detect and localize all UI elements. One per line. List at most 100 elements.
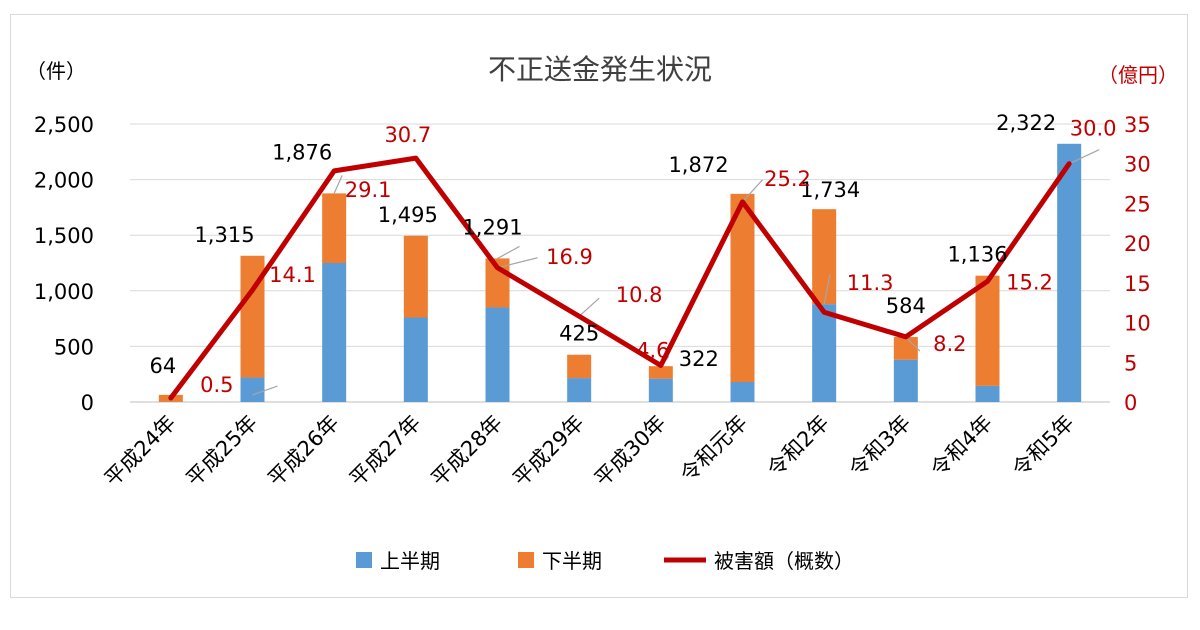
damage-point xyxy=(658,363,663,368)
damage-point xyxy=(250,288,255,293)
bar-second-half xyxy=(730,193,755,382)
right-axis-tick: 20 xyxy=(1124,232,1151,256)
bar-total-label: 425 xyxy=(559,322,599,346)
right-axis-tick: 30 xyxy=(1124,153,1151,177)
bar-second-half xyxy=(322,193,347,263)
category-label: 令和3年 xyxy=(844,411,915,482)
bar-total-label: 1,495 xyxy=(378,203,438,227)
damage-point xyxy=(903,334,908,339)
bar-first-half xyxy=(730,381,755,402)
bar-first-half xyxy=(403,317,428,402)
bar-second-half xyxy=(812,209,837,305)
category-label: 令和2年 xyxy=(763,411,834,482)
damage-line xyxy=(168,155,1072,401)
left-axis-tick: 0 xyxy=(81,391,94,415)
right-axis-unit: （億円） xyxy=(1098,63,1178,87)
line-value-label: 29.1 xyxy=(345,178,392,202)
bar-total-label: 1,291 xyxy=(462,215,522,239)
right-axis-tick: 35 xyxy=(1124,113,1151,137)
damage-point xyxy=(822,310,827,315)
label-leader-line xyxy=(823,274,831,305)
damage-point xyxy=(495,265,500,270)
bar-total-label: 322 xyxy=(679,347,719,371)
line-value-label: 15.2 xyxy=(1006,270,1053,294)
line-value-label: 16.9 xyxy=(546,245,593,269)
category-label: 令和5年 xyxy=(1008,411,1079,482)
damage-point xyxy=(168,396,173,401)
bar-first-half xyxy=(812,304,837,402)
category-label: 平成29年 xyxy=(508,411,588,491)
bar-first-half xyxy=(485,307,510,402)
right-axis-tick: 5 xyxy=(1124,351,1137,375)
label-leader-line xyxy=(497,245,520,259)
bar-first-half xyxy=(240,377,265,402)
line-value-label: 4.6 xyxy=(636,338,669,362)
right-axis-tick: 25 xyxy=(1124,192,1151,216)
legend-swatch-second-half xyxy=(518,552,534,568)
line-value-label: 30.7 xyxy=(384,123,431,147)
bar-total-label: 1,876 xyxy=(272,140,332,164)
bar-first-half xyxy=(975,385,1000,402)
bar-total-label: 1,315 xyxy=(194,223,254,247)
line-value-label: 8.2 xyxy=(933,332,966,356)
left-axis-unit: （件） xyxy=(26,59,86,83)
right-axis-tick: 15 xyxy=(1124,272,1151,296)
legend-label-second-half: 下半期 xyxy=(542,549,602,573)
left-axis-tick: 1,000 xyxy=(34,280,94,304)
legend-label-damage: 被害額（概数） xyxy=(714,549,854,573)
bar-total-label: 1,136 xyxy=(947,243,1007,267)
bar-first-half xyxy=(648,378,673,402)
left-axis-tick: 1,500 xyxy=(34,224,94,248)
label-leader-line xyxy=(578,297,600,317)
line-value-label: 11.3 xyxy=(847,271,894,295)
line-value-label: 10.8 xyxy=(616,283,663,307)
category-label: 平成24年 xyxy=(100,411,180,491)
legend-label-first-half: 上半期 xyxy=(380,549,440,573)
bar-total-label: 1,872 xyxy=(668,153,728,177)
bar-second-half xyxy=(567,354,592,379)
damage-point xyxy=(332,168,337,173)
bar-second-half xyxy=(975,275,1000,386)
bar-total-label: 2,322 xyxy=(996,111,1056,135)
bar-total-label: 1,734 xyxy=(800,178,860,202)
damage-point xyxy=(413,156,418,161)
line-value-label: 25.2 xyxy=(764,167,811,191)
damage-point xyxy=(985,279,990,284)
right-axis-tick: 10 xyxy=(1124,312,1151,336)
label-leader-line xyxy=(742,179,763,203)
bar-first-half xyxy=(1057,143,1082,403)
left-axis-tick: 500 xyxy=(54,335,94,359)
right-axis-tick: 0 xyxy=(1124,391,1137,415)
bar-first-half xyxy=(567,378,592,402)
category-label: 平成27年 xyxy=(345,411,425,491)
line-value-label: 14.1 xyxy=(269,263,316,287)
label-leader-line xyxy=(905,336,921,352)
bar-total-label: 64 xyxy=(149,354,176,378)
damage-point xyxy=(740,199,745,204)
label-leader-line xyxy=(252,385,278,396)
category-label: 平成26年 xyxy=(263,411,343,491)
line-value-label: 0.5 xyxy=(200,373,233,397)
label-leader-line xyxy=(497,257,538,269)
left-axis-tick: 2,000 xyxy=(34,169,94,193)
label-leader-line xyxy=(1068,149,1100,165)
left-axis-tick: 2,500 xyxy=(34,113,94,137)
legend-swatch-first-half xyxy=(356,552,372,568)
bar-total-label: 584 xyxy=(886,294,926,318)
damage-point xyxy=(577,314,582,319)
bar-second-half xyxy=(403,235,428,318)
bar-first-half xyxy=(893,359,918,402)
chart-title: 不正送金発生状況 xyxy=(488,53,712,86)
category-label: 平成28年 xyxy=(427,411,507,491)
bar-first-half xyxy=(322,263,347,402)
bar-second-half xyxy=(893,337,918,360)
category-label: 平成30年 xyxy=(590,411,670,491)
category-label: 令和元年 xyxy=(676,411,752,487)
bar-second-half xyxy=(648,366,673,379)
line-value-label: 30.0 xyxy=(1070,117,1117,141)
category-label: 平成25年 xyxy=(182,411,262,491)
label-leader-line xyxy=(333,175,343,194)
damage-point xyxy=(1067,161,1072,166)
category-label: 令和4年 xyxy=(926,411,997,482)
